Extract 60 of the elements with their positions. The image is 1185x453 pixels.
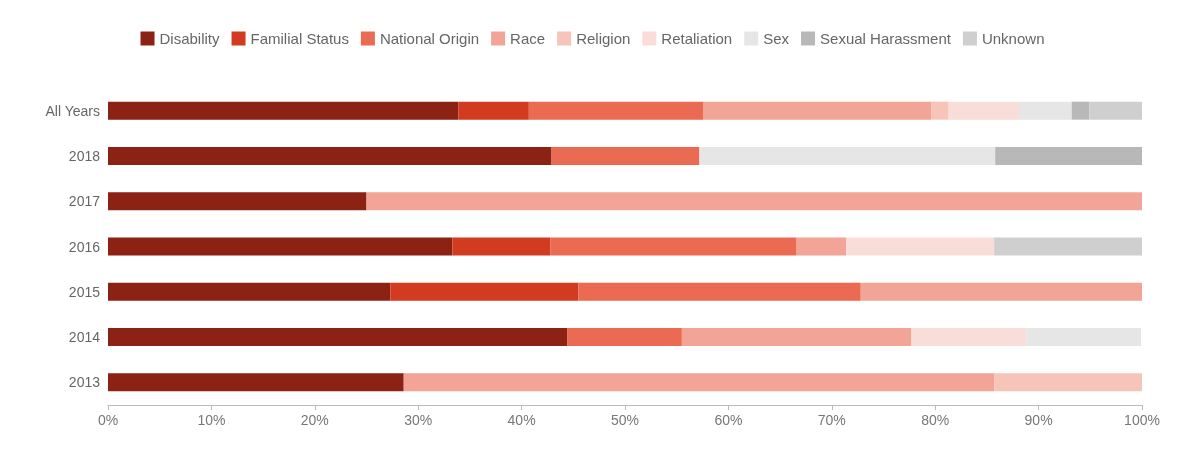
bar [995, 146, 1142, 165]
bar [108, 101, 459, 120]
y-tick-label: 2017 [68, 193, 101, 210]
bar [1089, 101, 1142, 120]
legend-label: Race [510, 30, 546, 47]
bar [948, 101, 1019, 120]
bar [567, 328, 682, 347]
x-tick-label: 40% [507, 412, 536, 428]
bar [550, 237, 797, 256]
y-tick-label: All Years [45, 102, 100, 119]
bar [681, 328, 912, 347]
bar [994, 237, 1142, 256]
bar [390, 282, 579, 301]
x-tick-label: 60% [714, 412, 743, 428]
bar [911, 328, 1027, 347]
bar [1071, 101, 1090, 120]
legend-label: National Origin [379, 30, 480, 47]
x-tick-label: 10% [197, 412, 226, 428]
legend-label: Unknown [981, 30, 1045, 47]
x-tick-label: 50% [610, 412, 640, 428]
bar [796, 237, 847, 256]
bar [551, 146, 700, 165]
bar [1026, 328, 1141, 347]
y-tick-label: 2013 [68, 374, 101, 391]
bar [994, 373, 1142, 392]
bar [108, 282, 391, 301]
legend-label: Retaliation [661, 30, 733, 47]
bar [108, 237, 453, 256]
bar [452, 237, 551, 256]
x-tick-label: 20% [300, 412, 329, 428]
x-tick-label: 90% [1024, 412, 1053, 428]
bar [860, 282, 1142, 301]
bar [108, 192, 367, 211]
x-tick-label: 30% [404, 412, 433, 428]
x-tick-label: 80% [921, 412, 950, 428]
bar [403, 373, 995, 392]
bar [578, 282, 861, 301]
bar [458, 101, 529, 120]
bar [699, 146, 996, 165]
bar [366, 192, 1142, 211]
bar [108, 328, 568, 347]
y-tick-label: 2018 [68, 147, 101, 164]
x-tick-label: 70% [817, 412, 846, 428]
legend-label: Disability [159, 30, 221, 47]
legend-label: Familial Status [250, 30, 349, 47]
x-tick-label: 0% [97, 412, 119, 428]
legend-label: Sexual Harassment [820, 30, 952, 47]
x-tick-label: 100% [1124, 412, 1160, 428]
bar [931, 101, 949, 120]
legend-label: Religion [576, 30, 631, 47]
bar [108, 146, 552, 165]
bar [703, 101, 932, 120]
y-tick-label: 2014 [68, 329, 101, 346]
y-tick-label: 2016 [68, 238, 101, 255]
bar [108, 373, 404, 392]
bar [846, 237, 995, 256]
legend-label: Sex [763, 30, 790, 47]
y-tick-label: 2015 [68, 283, 101, 300]
bar [528, 101, 704, 120]
bar [1018, 101, 1072, 120]
